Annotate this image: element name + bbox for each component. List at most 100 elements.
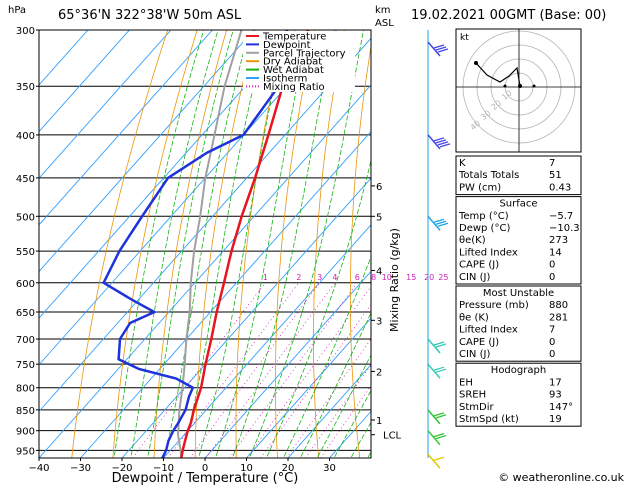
- wet-adiabat-line: [282, 255, 371, 458]
- table-section-title: Most Unstable: [483, 288, 554, 299]
- dry-adiabat-line: [349, 43, 371, 458]
- mixing-ratio-axis-label: Mixing Ratio (g/kg): [388, 228, 401, 332]
- legend-entry: Dry Adiabat: [263, 57, 322, 68]
- legend-entry: Mixing Ratio: [263, 82, 325, 93]
- pressure-tick-label: 650: [16, 308, 35, 319]
- isotherm-line: [287, 364, 371, 458]
- wind-barb-flag: [433, 44, 445, 49]
- temperature-tick-label: 10: [240, 463, 253, 474]
- mixing-ratio-label: 10: [382, 273, 392, 282]
- hodograph-kt-label: kt: [460, 33, 469, 43]
- skew-t-plot-area: 1 2 3 4 6 8 10 15 20 25: [38, 29, 629, 459]
- wet-adiabat-line: [333, 389, 371, 458]
- temperature-tick-label: −20: [111, 463, 132, 474]
- wind-barb-staff: [427, 134, 441, 150]
- datetime-label: 19.02.2021 00GMT (Base: 00): [411, 8, 606, 23]
- wind-barb-staff: [427, 453, 441, 469]
- mixing-ratio-label: 15: [406, 273, 416, 282]
- table-row-value: 147°: [549, 402, 573, 413]
- legend-entry: Temperature: [262, 32, 326, 43]
- table-row-value: 273: [549, 235, 568, 246]
- hodograph-point: [474, 61, 478, 65]
- table-row-label: Lifted Index: [459, 247, 518, 258]
- indices-table: K 7 Totals Totals 51 PW (cm) 0.43 SurfaceTemp …: [455, 155, 582, 427]
- table-row-value: 880: [549, 300, 568, 311]
- pressure-tick-label: 450: [16, 174, 35, 185]
- table-section-title: Surface: [499, 199, 537, 210]
- wind-barb-staff: [427, 430, 441, 446]
- wind-barb-flag: [435, 220, 447, 225]
- mixing-ratio-line: [132, 282, 266, 458]
- dry-adiabat-line: [421, 30, 442, 458]
- x-axis-label: Dewpoint / Temperature (°C): [112, 471, 299, 486]
- table-row-value: 17: [549, 377, 562, 388]
- temperature-tick-label: 30: [323, 463, 336, 474]
- temperature-tick-label: 20: [282, 463, 295, 474]
- mixing-ratio-label: 1: [263, 273, 268, 282]
- legend-entry: Dewpoint: [263, 40, 311, 51]
- pressure-tick-label: 900: [16, 427, 35, 438]
- table-row-label: EH: [459, 377, 473, 388]
- table-row-label: StmDir: [459, 402, 494, 413]
- mixing-ratio-label: 4: [332, 273, 337, 282]
- isotherm-line: [39, 37, 371, 413]
- temperature-tick-label: −30: [70, 463, 91, 474]
- table-row-value: −10.3: [549, 223, 580, 234]
- dry-adiabat-line: [71, 30, 169, 458]
- wind-barb-flag: [435, 139, 447, 144]
- wet-adiabat-line: [299, 311, 371, 458]
- table-row-value: −5.7: [549, 211, 573, 222]
- pressure-tick-label: 400: [16, 131, 35, 142]
- wet-adiabat-line: [113, 30, 205, 458]
- mixing-ratio-line: [246, 285, 371, 458]
- isotherm-line: [246, 317, 371, 458]
- isotherm-line: [39, 30, 213, 226]
- table-row-value: 93: [549, 390, 562, 401]
- wind-barb-flag: [437, 48, 449, 53]
- table-section: [455, 285, 582, 362]
- profile-lines: [101, 30, 310, 458]
- table-section: [455, 362, 582, 427]
- pressure-tick-label: 500: [16, 212, 35, 223]
- wet-adiabat-line: [164, 30, 250, 458]
- wind-barb-flag: [435, 368, 447, 373]
- wet-adiabat-line: [214, 30, 310, 458]
- background-lines: [39, 30, 629, 458]
- table-row-label: CAPE (J): [459, 337, 499, 348]
- table-row-value: 51: [549, 170, 562, 181]
- asl-unit-label: ASL: [375, 18, 394, 29]
- hodograph-point: [532, 84, 536, 88]
- isotherm-line: [39, 84, 371, 458]
- mixing-ratio-label: 25: [438, 273, 448, 282]
- isotherm-line: [39, 30, 296, 319]
- mixing-ratio-label: 2: [296, 273, 301, 282]
- table-row-value: 0.43: [549, 182, 571, 193]
- wind-barb-flag: [435, 343, 447, 348]
- wet-adiabat-line: [197, 30, 288, 458]
- wind-barb-flag: [433, 412, 445, 417]
- wind-barb-flag: [433, 218, 445, 223]
- wind-barb-column: [427, 30, 451, 469]
- lcl-label: LCL: [383, 431, 402, 442]
- wet-adiabat-line: [147, 30, 234, 458]
- table-row-value: 0: [549, 272, 555, 283]
- table-row-label: Totals Totals: [458, 170, 519, 181]
- table-row-value: 0: [549, 260, 555, 271]
- hpa-unit-label: hPa: [8, 5, 26, 16]
- mixing-ratio-labels: 1 2 3 4 6 8 10 15 20 25: [263, 273, 449, 282]
- table-row-label: PW (cm): [459, 182, 501, 193]
- dry-adiabat-line: [609, 30, 629, 458]
- dewpoint-line: [101, 30, 289, 458]
- isotherm-line: [80, 130, 371, 458]
- mixing-ratio-line: [229, 282, 358, 458]
- altitude-tick-label: 2: [376, 367, 382, 378]
- parcel-trajectory-line: [176, 30, 243, 458]
- wind-barb-flag: [433, 137, 445, 142]
- legend-entry: Wet Adiabat: [263, 65, 324, 76]
- isotherm-line: [204, 270, 371, 458]
- wind-barb-flag: [433, 366, 445, 371]
- wind-barb-flag: [435, 414, 447, 419]
- pressure-tick-label: 550: [16, 247, 35, 258]
